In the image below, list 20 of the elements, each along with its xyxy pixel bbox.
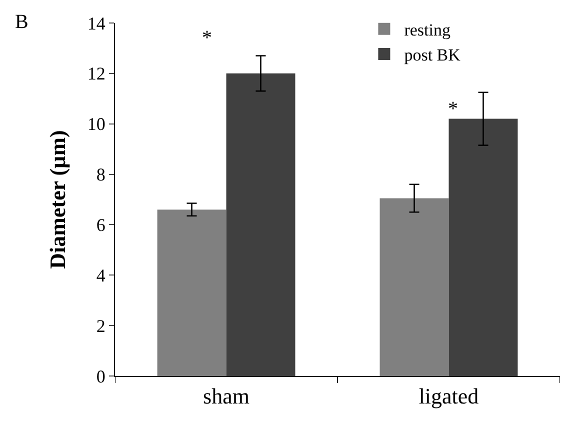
legend-label: resting	[404, 20, 451, 40]
y-tick-label: 2	[96, 316, 106, 336]
text: B	[15, 11, 28, 33]
bar	[380, 198, 449, 376]
bar	[448, 118, 518, 376]
annotation: *	[202, 27, 212, 49]
y-tick-label: 8	[96, 164, 106, 185]
annotation: *	[448, 98, 458, 120]
y-tick-label: 14	[87, 13, 106, 34]
y-tick-label: 10	[87, 114, 106, 134]
y-tick-label: 4	[96, 265, 106, 286]
x-tick-label: sham	[203, 383, 250, 408]
y-tick-label: 12	[87, 64, 106, 84]
bar	[226, 73, 296, 376]
legend-label: post BK	[404, 46, 462, 65]
y-axis-title: Diameter (µm)	[45, 130, 70, 269]
y-tick-label: 0	[96, 366, 106, 386]
bar	[157, 210, 226, 376]
x-tick-label: ligated	[418, 383, 479, 408]
y-tick-label: 6	[96, 215, 106, 236]
